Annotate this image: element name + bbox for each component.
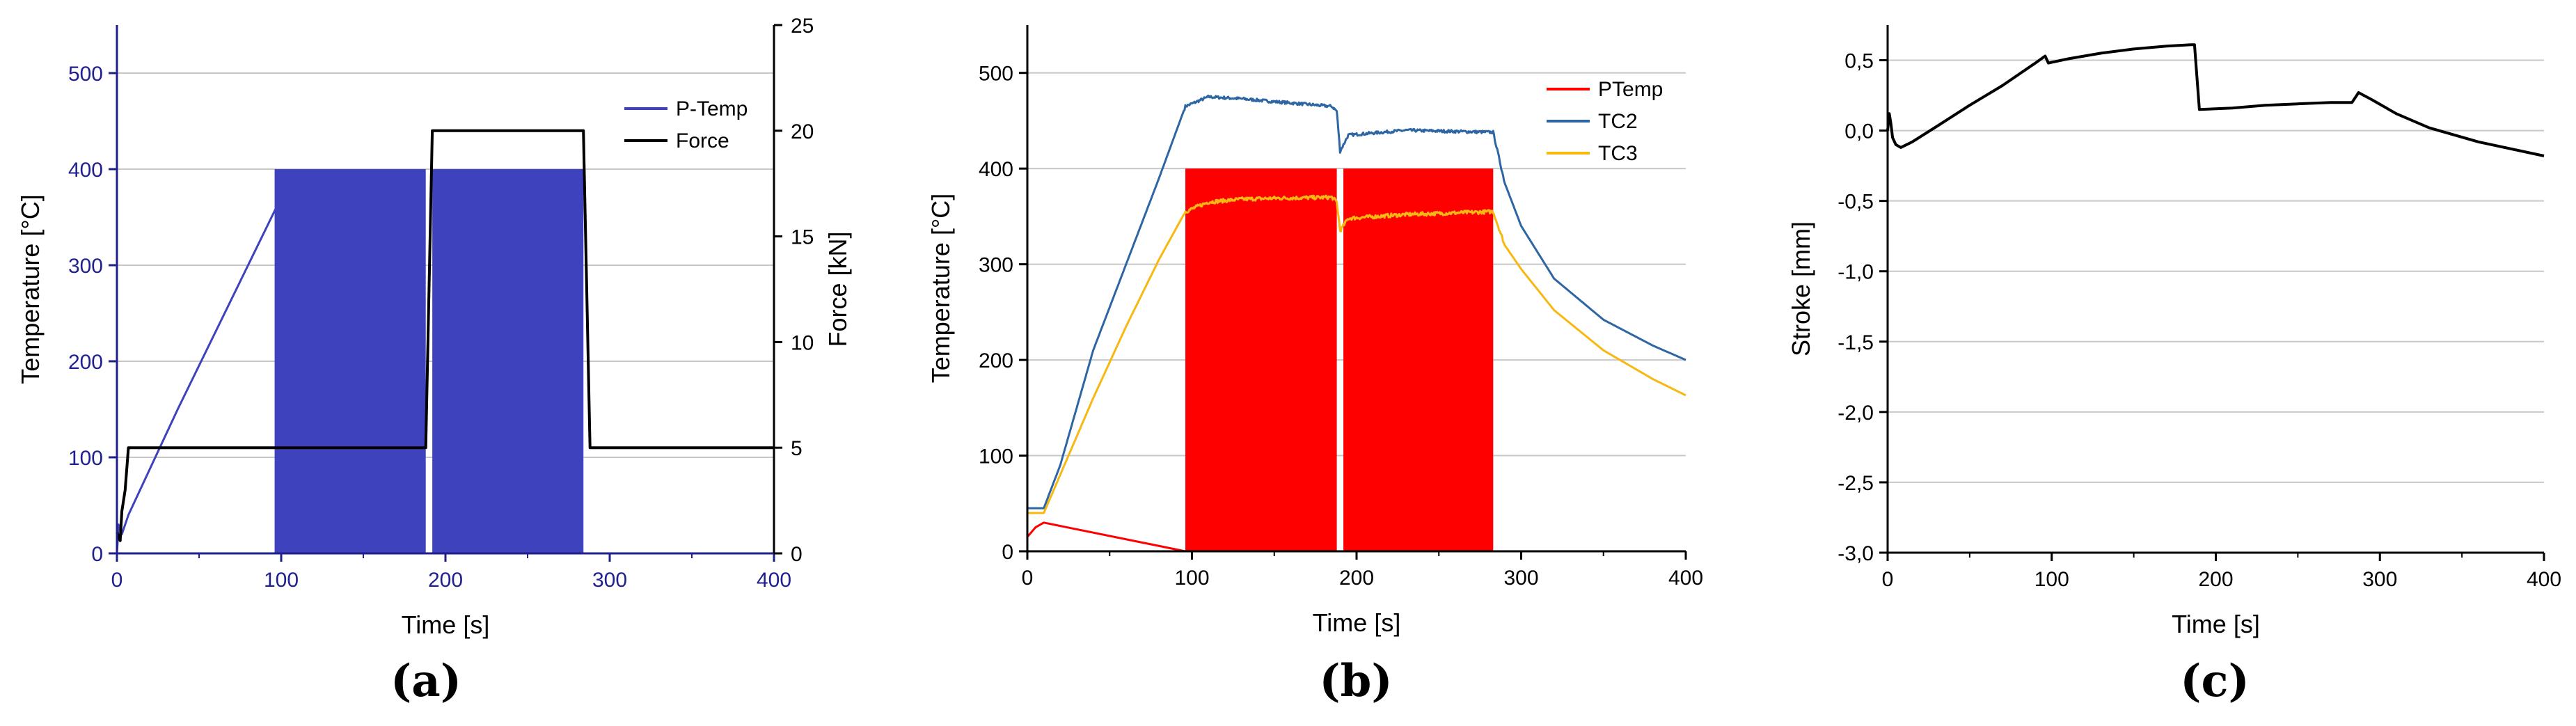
- pulse-band-2: [1343, 168, 1494, 551]
- x-tick-label: 0: [1882, 568, 1894, 591]
- series-line: [1886, 43, 2545, 157]
- panel-caption: (a): [390, 655, 461, 707]
- series-force: [116, 129, 774, 542]
- y-tick-label: 300: [979, 254, 1013, 277]
- y-tick-label: 0: [91, 543, 103, 566]
- y2-tick-label: 5: [791, 437, 803, 460]
- x-axis-label: Time [s]: [402, 610, 490, 639]
- y-tick-label: -2,0: [1838, 402, 1874, 425]
- x-tick-label: 400: [1668, 567, 1703, 590]
- x-tick-label: 400: [757, 569, 791, 592]
- legend-label: P-Temp: [676, 97, 748, 120]
- legend: P-Temp Force: [624, 97, 748, 152]
- y-tick-label: 500: [979, 63, 1013, 86]
- x-tick-label: 300: [592, 569, 627, 592]
- x-tick-label: 100: [264, 569, 299, 592]
- y2-axis-label: Force [kN]: [823, 231, 852, 347]
- legend: PTemp TC2 TC3: [1547, 78, 1663, 165]
- legend-label: TC2: [1598, 110, 1638, 133]
- y-tick-label: 400: [979, 158, 1013, 181]
- x-tick-label: 0: [1022, 567, 1034, 590]
- y-tick-label: 500: [68, 63, 103, 86]
- y2-tick-label: 20: [791, 120, 814, 143]
- x-tick-label: 200: [428, 569, 463, 592]
- y-tick-label: 100: [68, 447, 103, 470]
- x-tick-label: 200: [1339, 567, 1374, 590]
- y-tick-label: 200: [68, 351, 103, 374]
- x-tick-label: 100: [2034, 568, 2069, 591]
- series-p-temp: [116, 169, 584, 554]
- series-stroke: [1886, 43, 2545, 157]
- y-tick-label: 0,5: [1844, 50, 1874, 73]
- y-tick-label: 400: [68, 159, 103, 182]
- x-tick-label: 300: [2362, 568, 2397, 591]
- y-axis-label: Temperature [°C]: [16, 194, 45, 384]
- y2-tick-label: 10: [791, 331, 814, 354]
- y2-tick-label: 15: [791, 226, 814, 249]
- pulse-band-1: [274, 169, 426, 553]
- legend-label: Force: [676, 129, 729, 152]
- x-tick-label: 100: [1174, 567, 1209, 590]
- x-tick-label: 400: [2527, 568, 2561, 591]
- y-tick-label: 300: [68, 255, 103, 278]
- pulse-band-2: [432, 169, 584, 553]
- y-tick-label: 0: [1002, 541, 1013, 564]
- y-tick-label: -1,0: [1838, 261, 1874, 284]
- x-tick-label: 0: [111, 569, 123, 592]
- y2-tick-label: 0: [791, 543, 803, 566]
- chart-panel-2: 0 100 200 300 400 0 100 200 300 400 500 Time [s] Tem…: [926, 25, 1703, 707]
- series-tc2: [1027, 94, 1686, 510]
- x-tick-label: 300: [1503, 567, 1538, 590]
- y-tick-label: -2,5: [1838, 472, 1874, 495]
- y-axis-label: Stroke [mm]: [1787, 221, 1815, 356]
- chart-panel-3: 0 100 200 300 400 -3,0 -2,5 -2,0 -1,5 -1,0 -0,5 0,0…: [1787, 25, 2561, 707]
- panel-caption: (c): [2180, 655, 2250, 707]
- legend-label: TC3: [1598, 142, 1638, 165]
- x-tick-label: 200: [2198, 568, 2233, 591]
- panel-caption: (b): [1319, 655, 1392, 707]
- y-tick-label: 200: [979, 349, 1013, 372]
- series-tc3: [1027, 194, 1686, 514]
- series-line: [116, 207, 278, 554]
- legend-label: PTemp: [1598, 78, 1663, 101]
- x-axis-label: Time [s]: [1313, 608, 1401, 637]
- y-axis-label: Temperature [°C]: [926, 194, 955, 384]
- series-line: [116, 129, 774, 542]
- pulse-band-1: [1185, 168, 1337, 551]
- y-tick-label: 0,0: [1844, 120, 1874, 143]
- y-tick-label: -3,0: [1838, 542, 1874, 565]
- y-tick-label: -1,5: [1838, 331, 1874, 354]
- x-axis-label: Time [s]: [2172, 610, 2260, 638]
- series-ptemp: [1026, 168, 1686, 553]
- series-line: [1027, 194, 1686, 514]
- chart-panel-1: 0 100 200 300 40001002003004005000510152025F…: [16, 15, 852, 707]
- y-tick-label: -0,5: [1838, 191, 1874, 214]
- y2-tick-label: 25: [791, 15, 814, 38]
- series-line: [1027, 94, 1686, 510]
- y-tick-label: 100: [979, 445, 1013, 468]
